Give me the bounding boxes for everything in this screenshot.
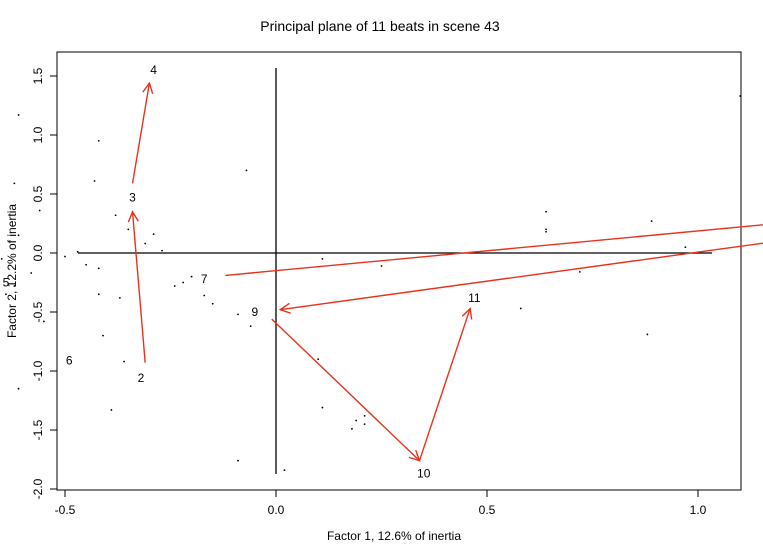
- chart-title: Principal plane of 11 beats in scene 43: [260, 18, 500, 34]
- trajectory-arrow: [271, 318, 420, 461]
- data-point: [13, 285, 16, 287]
- trajectory-arrows: [133, 83, 763, 461]
- beat-label-3: 3: [129, 191, 136, 205]
- beat-label-6: 6: [66, 353, 73, 367]
- beat-label-4: 4: [150, 63, 157, 77]
- plot-frame: [56, 51, 742, 491]
- data-point: [17, 114, 20, 116]
- y-axis: -2.0 -1.5 -1.0 -0.5 0.0 0.5 1.0 1.5: [31, 67, 57, 499]
- data-point: [85, 263, 87, 266]
- data-point: [283, 469, 286, 472]
- data-point: [380, 265, 383, 267]
- beat-label-5: 5: [3, 276, 10, 290]
- data-point: [739, 95, 742, 97]
- point-cloud: [0, 95, 742, 472]
- y-tick-label: 1.5: [31, 67, 45, 84]
- data-point: [237, 313, 239, 316]
- data-point: [0, 258, 3, 260]
- data-point: [97, 267, 100, 270]
- beat-label-7: 7: [201, 272, 208, 286]
- trajectory-arrow: [280, 242, 763, 310]
- y-tick-label: 0.5: [31, 185, 45, 202]
- y-tick-label: -0.5: [31, 301, 45, 322]
- beat-label-2: 2: [138, 371, 145, 385]
- data-point: [97, 293, 100, 296]
- x-tick-label: 1.0: [690, 503, 707, 517]
- data-point: [144, 242, 147, 245]
- data-point: [114, 214, 117, 217]
- data-point: [182, 281, 185, 284]
- data-point: [123, 360, 125, 363]
- data-point: [30, 272, 33, 274]
- trajectory-arrow: [225, 224, 763, 277]
- data-point: [110, 409, 113, 411]
- data-point: [684, 246, 687, 249]
- data-point: [578, 270, 581, 273]
- trajectory-arrow: [418, 308, 470, 461]
- data-point: [363, 423, 366, 425]
- data-point: [76, 250, 79, 253]
- data-point: [38, 209, 41, 212]
- beat-label-10: 10: [417, 467, 431, 481]
- data-point: [190, 275, 193, 278]
- data-point: [17, 387, 20, 390]
- data-point: [64, 255, 66, 258]
- data-point: [245, 169, 248, 172]
- data-point: [102, 334, 104, 337]
- x-axis: -1.0-0.50.00.51.01.52.0: [55, 490, 707, 517]
- data-point: [152, 233, 155, 236]
- x-tick-label: 0.0: [268, 503, 285, 517]
- data-point: [545, 230, 547, 233]
- y-tick-label: -1.5: [31, 419, 45, 440]
- data-point: [43, 320, 45, 323]
- data-point: [545, 228, 547, 231]
- y-tick-label: -1.0: [31, 360, 45, 381]
- data-point: [93, 180, 96, 182]
- data-point: [161, 249, 163, 252]
- data-point: [351, 427, 353, 430]
- data-point: [5, 293, 7, 296]
- x-tick-label: -0.5: [55, 503, 76, 517]
- data-point: [97, 140, 100, 142]
- data-point: [17, 234, 20, 237]
- data-point: [118, 296, 121, 299]
- data-point: [127, 228, 130, 231]
- trajectory-arrow: [131, 83, 150, 184]
- data-point: [545, 210, 547, 213]
- trajectory-arrow: [133, 212, 146, 363]
- x-axis-label: Factor 1, 12.6% of inertia: [327, 529, 461, 543]
- x-tick-label: 0.5: [479, 503, 496, 517]
- data-point: [363, 414, 366, 417]
- data-point: [646, 333, 649, 336]
- data-point: [650, 220, 653, 223]
- beat-label-11: 11: [468, 291, 481, 305]
- data-point: [237, 459, 239, 462]
- data-point: [173, 285, 176, 287]
- y-tick-label: -2.0: [31, 478, 45, 499]
- y-tick-label: 1.0: [31, 126, 45, 143]
- beat-label-9: 9: [252, 305, 259, 319]
- data-point: [211, 302, 214, 305]
- data-point: [321, 258, 324, 260]
- data-point: [203, 294, 206, 297]
- beat-labels: 1234567891011: [3, 63, 481, 481]
- data-point: [13, 182, 16, 185]
- y-axis-label: Factor 2, 12.2% of inertia: [5, 204, 19, 338]
- y-tick-label: 0.0: [31, 244, 45, 261]
- data-point: [321, 406, 324, 409]
- data-point: [519, 307, 522, 310]
- data-point: [355, 419, 358, 422]
- data-point: [249, 325, 252, 328]
- data-point: [317, 358, 320, 361]
- reference-lines: [78, 68, 712, 474]
